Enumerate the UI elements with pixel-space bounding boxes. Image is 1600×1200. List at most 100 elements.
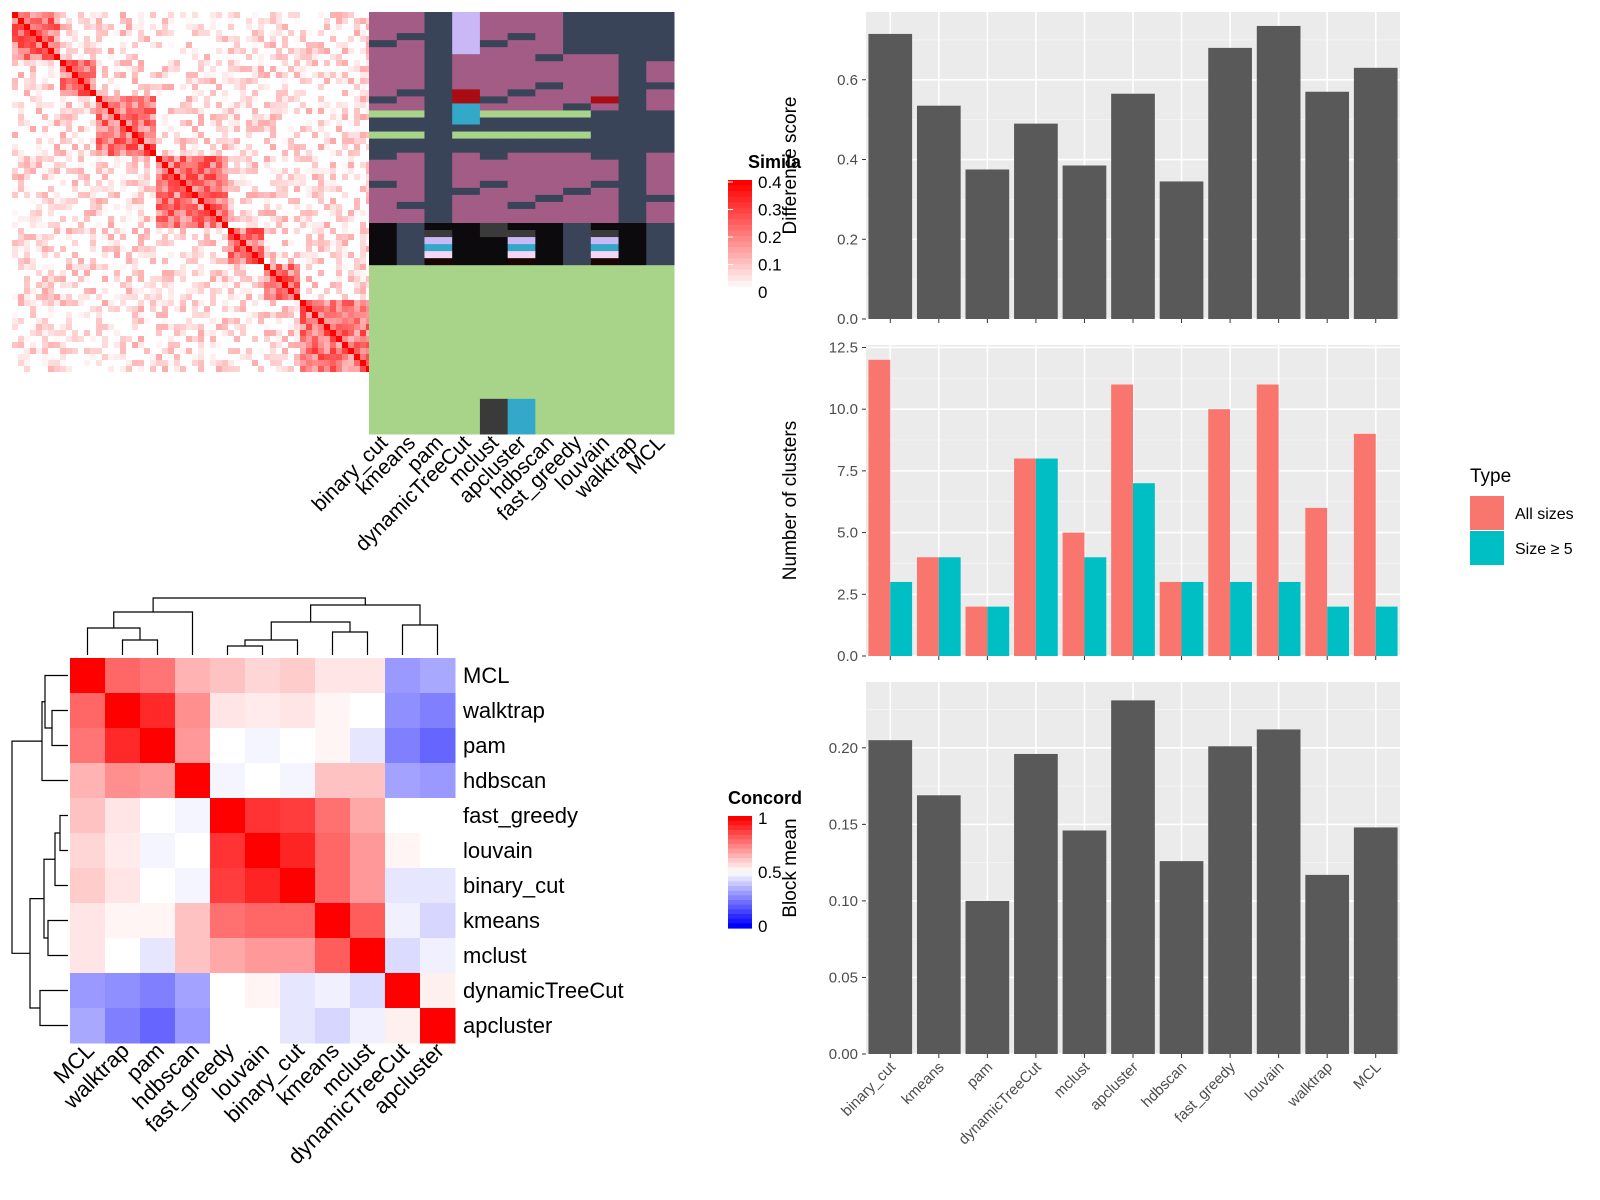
similarity-cell (192, 270, 198, 276)
similarity-cell (342, 102, 348, 108)
y-axis-label: Block mean (780, 818, 801, 917)
similarity-cell (156, 72, 162, 78)
similarity-cell (90, 48, 96, 54)
class-cell (369, 419, 398, 428)
similarity-cell (90, 24, 96, 30)
similarity-cell (168, 300, 174, 306)
similarity-cell (216, 186, 222, 192)
concordance-cell (420, 938, 456, 974)
class-cell (563, 426, 592, 435)
similarity-cell (234, 216, 240, 222)
class-cell (563, 223, 592, 231)
similarity-cell (168, 84, 174, 90)
similarity-cell (168, 270, 174, 276)
similarity-cell (246, 150, 252, 156)
class-cell (507, 349, 536, 358)
similarity-cell (102, 90, 108, 96)
similarity-cell (96, 120, 102, 126)
similarity-cell (210, 354, 216, 360)
similarity-cell (354, 66, 360, 72)
similarity-cell (324, 312, 330, 318)
similarity-cell (54, 204, 60, 210)
concordance-cell (210, 798, 246, 834)
similarity-cell (342, 324, 348, 330)
concordance-cell (350, 763, 386, 799)
class-cell (424, 26, 453, 34)
similarity-cell (108, 222, 114, 228)
similarity-cell (12, 174, 18, 180)
class-cell (507, 68, 536, 76)
class-cell (563, 166, 592, 175)
similarity-cell (102, 276, 108, 282)
similarity-cell (258, 312, 264, 318)
similarity-cell (222, 318, 228, 324)
similarity-cell (348, 234, 354, 240)
similarity-cell (330, 330, 336, 336)
similarity-cell (318, 198, 324, 204)
bar-size-ge5 (1278, 581, 1301, 656)
similarity-cell (78, 96, 84, 102)
similarity-cell (270, 126, 276, 132)
similarity-cell (60, 204, 66, 210)
similarity-cell (294, 288, 300, 294)
similarity-cell (342, 228, 348, 234)
concordance-cell (280, 658, 316, 694)
similarity-cell (42, 288, 48, 294)
class-cell (369, 314, 398, 322)
similarity-cell (84, 108, 90, 114)
similarity-cell (294, 96, 300, 102)
similarity-cell (96, 330, 102, 336)
similarity-cell (138, 192, 144, 198)
class-cell (646, 61, 675, 69)
similarity-cell (294, 108, 300, 114)
similarity-cell (150, 96, 156, 102)
concordance-cell (350, 868, 386, 904)
similarity-cell (306, 336, 312, 342)
concordance-legend-swatch (728, 890, 752, 896)
similarity-cell (270, 258, 276, 264)
class-cell (452, 82, 481, 90)
similarity-cell (348, 312, 354, 318)
similarity-cell (138, 180, 144, 186)
similarity-cell (360, 222, 366, 228)
similarity-cell (48, 12, 54, 18)
similarity-cell (306, 216, 312, 222)
similarity-cell (18, 54, 24, 60)
similarity-cell (18, 300, 24, 306)
similarity-cell (240, 228, 246, 234)
similarity-cell (114, 354, 120, 360)
similarity-cell (18, 354, 24, 360)
similarity-cell (36, 12, 42, 18)
concordance-cell (175, 693, 211, 729)
similarity-cell (72, 300, 78, 306)
class-cell (507, 201, 536, 210)
class-cell (479, 419, 509, 428)
similarity-cell (54, 30, 60, 36)
similarity-legend-swatch (728, 219, 752, 226)
similarity-cell (312, 354, 318, 360)
similarity-cell (204, 198, 210, 204)
similarity-cell (42, 342, 48, 348)
similarity-cell (252, 78, 258, 84)
similarity-cell (18, 150, 24, 156)
class-cell (424, 131, 453, 140)
similarity-cell (114, 228, 120, 234)
class-cell (452, 223, 481, 231)
similarity-cell (78, 72, 84, 78)
similarity-cell (210, 270, 216, 276)
similarity-cell (282, 138, 288, 144)
class-cell (646, 194, 675, 203)
similarity-cell (330, 186, 336, 192)
similarity-cell (318, 144, 324, 150)
similarity-cell (252, 276, 258, 282)
similarity-cell (360, 240, 366, 246)
similarity-cell (24, 258, 30, 264)
similarity-cell (114, 204, 120, 210)
similarity-cell (228, 360, 234, 366)
similarity-cell (354, 306, 360, 312)
similarity-cell (180, 264, 186, 270)
class-cell (646, 82, 675, 90)
similarity-cell (318, 192, 324, 198)
similarity-cell (306, 312, 312, 318)
class-cell (369, 286, 398, 294)
